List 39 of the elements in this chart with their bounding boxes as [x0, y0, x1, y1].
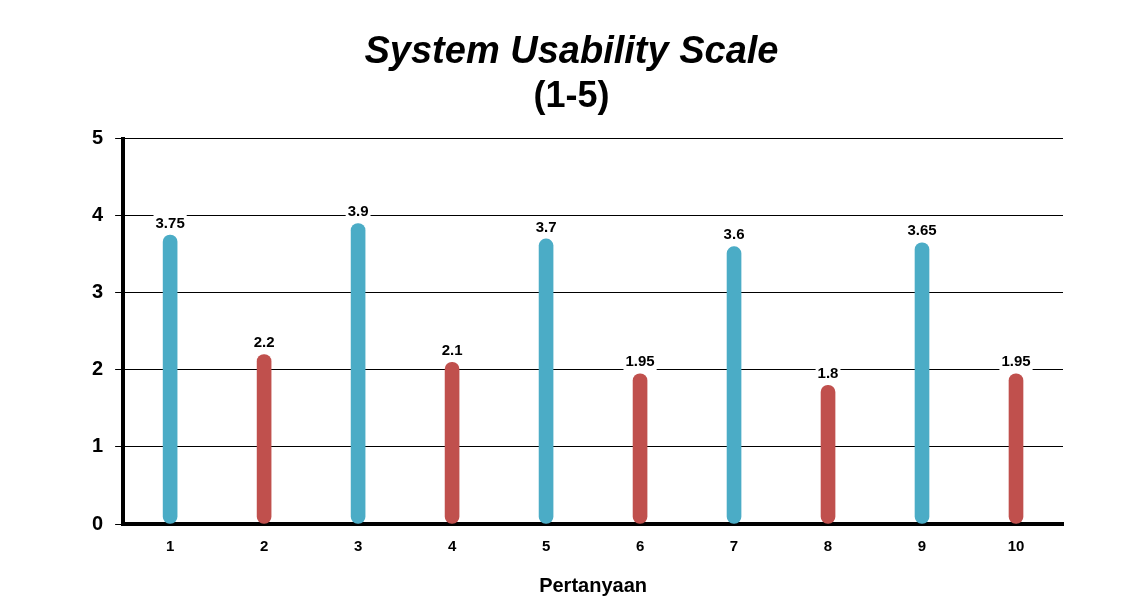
- bar: [256, 354, 272, 524]
- data-label: 3.65: [907, 221, 937, 239]
- x-tick-label: 6: [635, 537, 645, 555]
- x-tick-label: 4: [447, 537, 457, 555]
- x-axis-title: Pertanyaan: [539, 573, 647, 596]
- y-tick-label: 3: [92, 280, 104, 303]
- bar: [538, 238, 554, 524]
- chart-title: System Usability Scale: [364, 29, 779, 72]
- bar: [350, 223, 366, 524]
- x-tick-label: 3: [353, 537, 363, 555]
- chart-subtitle: (1-5): [533, 74, 610, 116]
- bar: [162, 234, 178, 524]
- data-label: 1.95: [625, 352, 655, 370]
- data-label: 3.9: [347, 202, 369, 220]
- y-tick-label: 4: [92, 203, 104, 226]
- x-tick-label: 10: [1007, 537, 1025, 555]
- x-tick-label: 9: [917, 537, 927, 555]
- data-label: 1.8: [817, 363, 839, 381]
- bar: [444, 361, 460, 524]
- y-tick-label: 2: [92, 357, 104, 380]
- data-label: 3.7: [535, 217, 557, 235]
- x-tick-label: 8: [823, 537, 833, 555]
- x-tick-label: 7: [729, 537, 739, 555]
- bar: [726, 246, 742, 524]
- data-label: 2.1: [441, 340, 463, 358]
- data-label: 3.6: [723, 225, 745, 243]
- x-tick-label: 2: [259, 537, 269, 555]
- bar: [1008, 373, 1024, 524]
- bar: [820, 385, 836, 524]
- x-tick-label: 5: [541, 537, 551, 555]
- y-tick-label: 5: [92, 126, 104, 149]
- y-tick-label: 0: [92, 511, 104, 534]
- data-label: 2.2: [253, 333, 275, 351]
- data-label: 1.95: [1001, 352, 1031, 370]
- x-tick-label: 1: [165, 537, 175, 555]
- data-label: 3.75: [155, 213, 185, 231]
- bar: [914, 242, 930, 524]
- y-tick-label: 1: [92, 434, 104, 457]
- bar: [632, 373, 648, 524]
